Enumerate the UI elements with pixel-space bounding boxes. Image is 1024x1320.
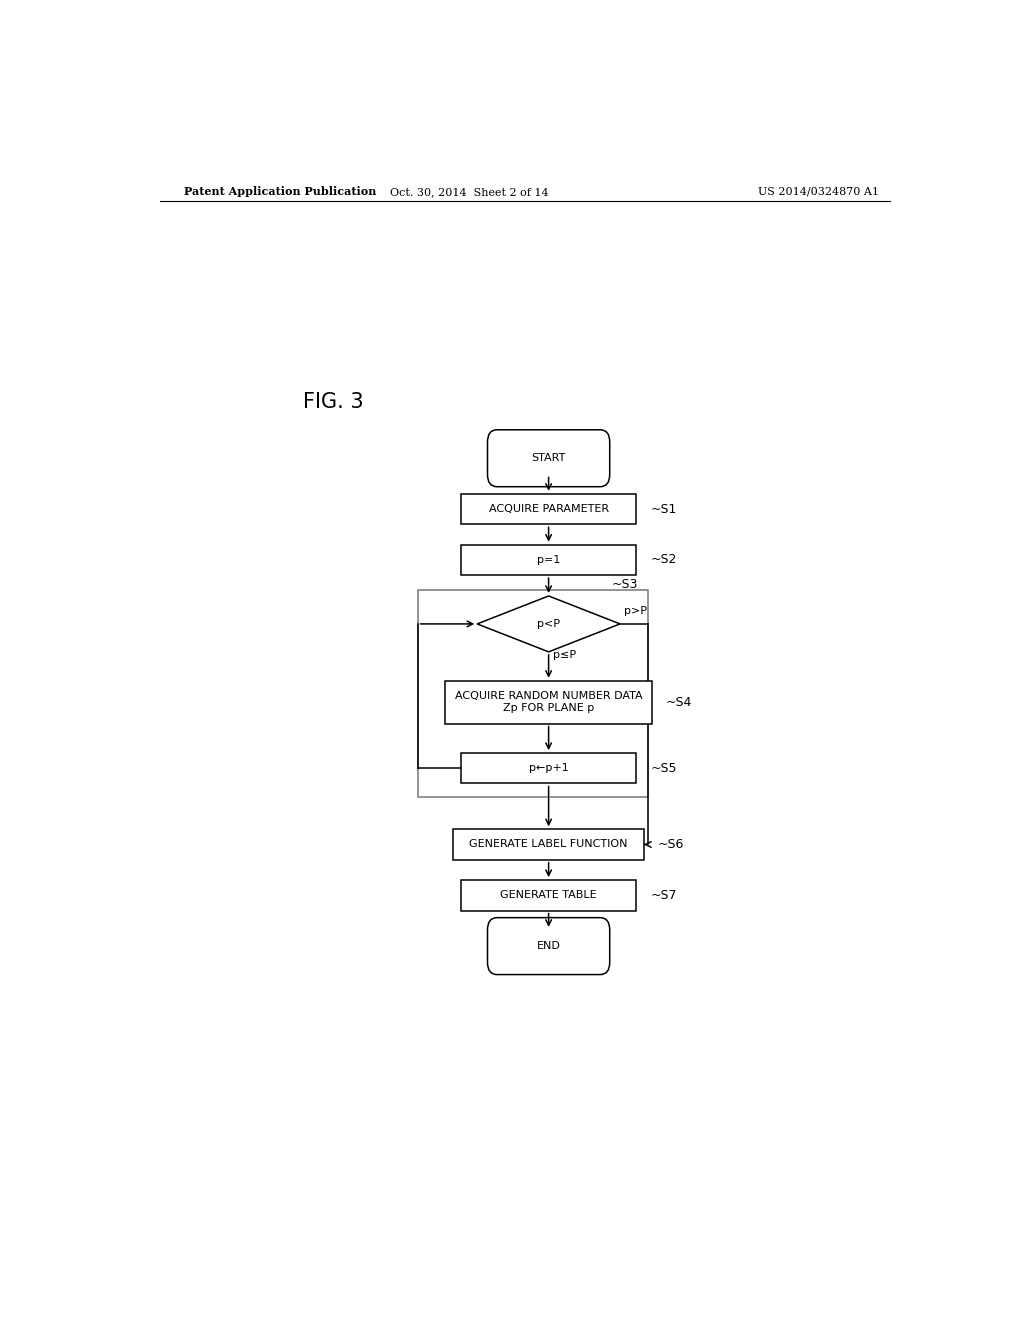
FancyBboxPatch shape <box>462 880 636 911</box>
FancyBboxPatch shape <box>462 545 636 576</box>
Text: Patent Application Publication: Patent Application Publication <box>183 186 376 198</box>
FancyBboxPatch shape <box>462 752 636 784</box>
Text: ~S3: ~S3 <box>612 578 639 591</box>
Text: p>P: p>P <box>624 606 647 615</box>
Text: GENERATE TABLE: GENERATE TABLE <box>501 890 597 900</box>
Text: ~S7: ~S7 <box>650 888 677 902</box>
Text: p≤P: p≤P <box>553 649 575 660</box>
Text: ~S5: ~S5 <box>650 762 677 775</box>
FancyBboxPatch shape <box>487 430 609 487</box>
Text: p<P: p<P <box>538 619 560 628</box>
Text: ~S2: ~S2 <box>650 553 677 566</box>
Text: Oct. 30, 2014  Sheet 2 of 14: Oct. 30, 2014 Sheet 2 of 14 <box>390 187 549 197</box>
Text: START: START <box>531 453 566 463</box>
FancyBboxPatch shape <box>445 681 652 723</box>
Text: p←p+1: p←p+1 <box>528 763 568 774</box>
Text: p=1: p=1 <box>537 554 560 565</box>
FancyBboxPatch shape <box>462 494 636 524</box>
Polygon shape <box>477 595 620 652</box>
FancyBboxPatch shape <box>454 829 644 859</box>
Text: ~S1: ~S1 <box>650 503 677 516</box>
Text: FIG. 3: FIG. 3 <box>303 392 364 412</box>
Text: END: END <box>537 941 560 952</box>
Text: ~S6: ~S6 <box>658 838 684 851</box>
FancyBboxPatch shape <box>487 917 609 974</box>
Text: ACQUIRE PARAMETER: ACQUIRE PARAMETER <box>488 504 608 513</box>
Bar <box>418 590 648 797</box>
Text: US 2014/0324870 A1: US 2014/0324870 A1 <box>758 187 879 197</box>
Text: ACQUIRE RANDOM NUMBER DATA
Zp FOR PLANE p: ACQUIRE RANDOM NUMBER DATA Zp FOR PLANE … <box>455 690 642 713</box>
Text: GENERATE LABEL FUNCTION: GENERATE LABEL FUNCTION <box>469 840 628 850</box>
Text: ~S4: ~S4 <box>666 696 692 709</box>
